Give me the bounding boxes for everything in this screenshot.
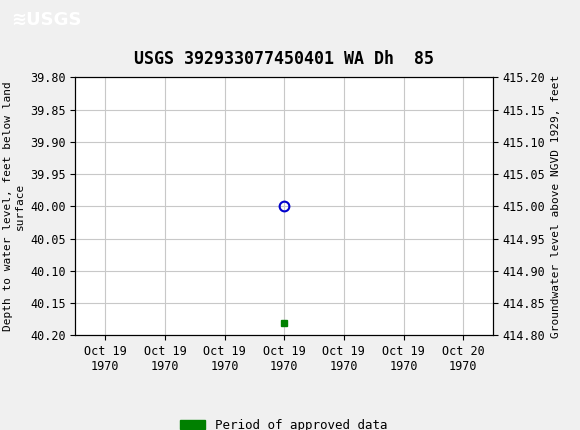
Text: ≋USGS: ≋USGS — [12, 10, 82, 28]
Y-axis label: Groundwater level above NGVD 1929, feet: Groundwater level above NGVD 1929, feet — [551, 75, 561, 338]
Title: USGS 392933077450401 WA Dh  85: USGS 392933077450401 WA Dh 85 — [134, 49, 434, 68]
Legend: Period of approved data: Period of approved data — [176, 414, 393, 430]
Y-axis label: Depth to water level, feet below land
surface: Depth to water level, feet below land su… — [3, 82, 24, 331]
